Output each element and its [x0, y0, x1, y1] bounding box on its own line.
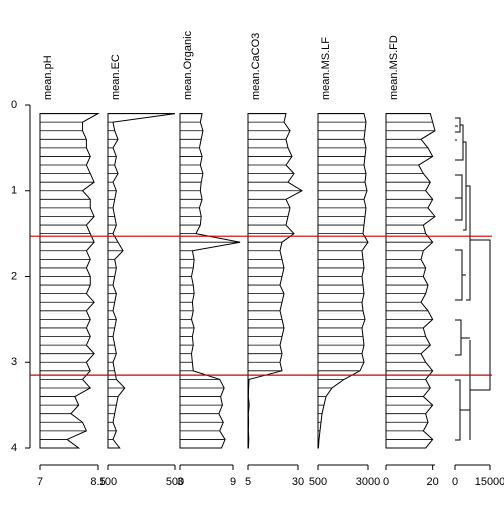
x-tick-label: 15000	[475, 476, 504, 488]
panel-title: mean.EC	[110, 54, 122, 100]
x-tick-label: 0	[383, 476, 389, 488]
x-tick-label: 3000	[356, 476, 380, 488]
x-tick-label: 0	[452, 476, 458, 488]
x-tick-label: 100	[99, 476, 117, 488]
y-tick-label: 2	[11, 270, 17, 282]
dendrogram	[455, 117, 491, 441]
panel-title: mean.CaCO3	[250, 33, 262, 100]
x-tick-label: 500	[309, 476, 327, 488]
x-tick-label: 500	[166, 476, 184, 488]
x-tick-label: 20	[427, 476, 439, 488]
x-tick-label: 8.5	[90, 476, 105, 488]
panel-title: mean.Organic	[182, 30, 194, 100]
profile	[39, 113, 100, 449]
y-tick-label: 1	[11, 185, 17, 197]
profile	[107, 113, 176, 449]
x-tick-label: 5	[245, 476, 251, 488]
profile	[179, 113, 241, 449]
x-tick-label: 30	[292, 476, 304, 488]
panel-title: mean.pH	[42, 55, 54, 100]
y-tick-label: 0	[11, 99, 17, 111]
panel-title: mean.MS.FD	[388, 35, 400, 100]
profile	[247, 113, 304, 449]
x-tick-label: 7	[37, 476, 43, 488]
y-tick-label: 3	[11, 356, 17, 368]
x-tick-label: 3	[177, 476, 183, 488]
y-tick-label: 4	[11, 442, 17, 454]
panel-title: mean.MS.LF	[320, 37, 332, 100]
profile	[385, 113, 436, 449]
profile	[317, 113, 369, 449]
x-tick-label: 9	[230, 476, 236, 488]
